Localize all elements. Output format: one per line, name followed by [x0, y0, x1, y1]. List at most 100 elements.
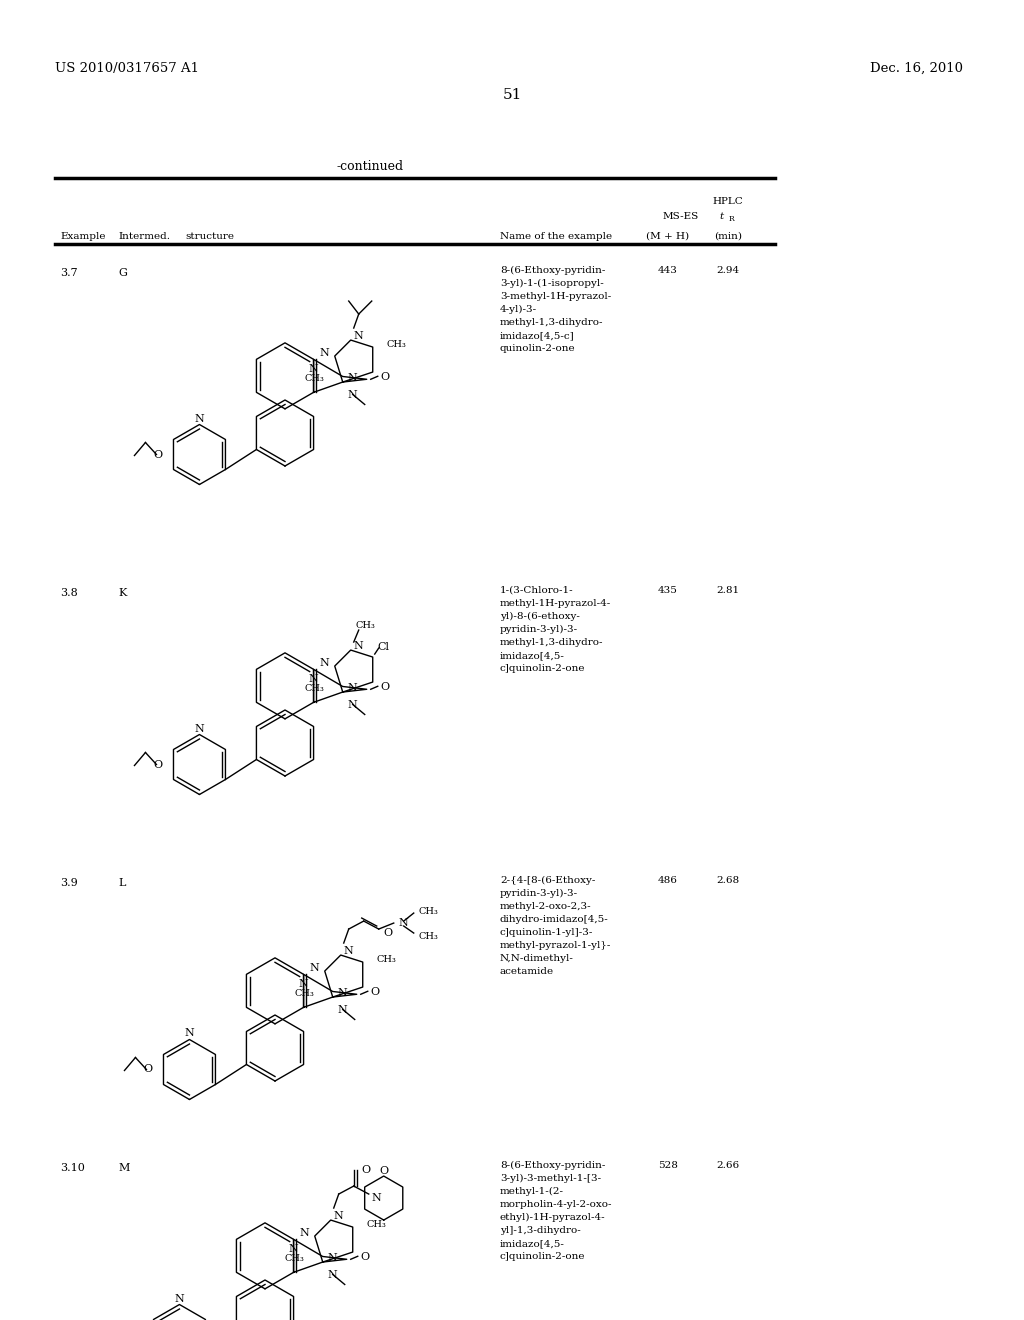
Text: R: R	[729, 215, 735, 223]
Text: O: O	[154, 450, 163, 459]
Text: N: N	[308, 364, 318, 375]
Text: c]quinolin-2-one: c]quinolin-2-one	[500, 664, 586, 673]
Text: c]quinolin-1-yl]-3-: c]quinolin-1-yl]-3-	[500, 928, 593, 937]
Text: 3-yl)-3-methyl-1-[3-: 3-yl)-3-methyl-1-[3-	[500, 1173, 601, 1183]
Text: N: N	[334, 1210, 343, 1221]
Text: L: L	[118, 878, 125, 888]
Text: N: N	[289, 1245, 298, 1254]
Text: 435: 435	[658, 586, 678, 595]
Text: methyl-1-(2-: methyl-1-(2-	[500, 1187, 564, 1196]
Text: Dec. 16, 2010: Dec. 16, 2010	[870, 62, 963, 75]
Text: O: O	[381, 372, 390, 383]
Text: N: N	[328, 1254, 338, 1263]
Text: O: O	[360, 1253, 370, 1262]
Text: (min): (min)	[714, 232, 742, 242]
Text: imidazo[4,5-: imidazo[4,5-	[500, 651, 565, 660]
Text: N: N	[348, 374, 357, 384]
Text: N: N	[344, 946, 353, 956]
Text: (M + H): (M + H)	[646, 232, 689, 242]
Text: pyridin-3-yl)-3-: pyridin-3-yl)-3-	[500, 888, 579, 898]
Text: 2-{4-[8-(6-Ethoxy-: 2-{4-[8-(6-Ethoxy-	[500, 876, 595, 886]
Text: M: M	[118, 1163, 129, 1173]
Text: 51: 51	[503, 88, 521, 102]
Text: HPLC: HPLC	[713, 197, 743, 206]
Text: Name of the example: Name of the example	[500, 232, 612, 242]
Text: 2.68: 2.68	[717, 876, 739, 884]
Text: CH₃: CH₃	[305, 374, 325, 383]
Text: N: N	[398, 917, 409, 928]
Text: CH₃: CH₃	[367, 1220, 387, 1229]
Text: methyl-1H-pyrazol-4-: methyl-1H-pyrazol-4-	[500, 599, 611, 609]
Text: MS-ES: MS-ES	[663, 213, 699, 220]
Text: N: N	[372, 1193, 382, 1203]
Text: pyridin-3-yl)-3-: pyridin-3-yl)-3-	[500, 624, 579, 634]
Text: methyl-2-oxo-2,3-: methyl-2-oxo-2,3-	[500, 902, 592, 911]
Text: 4-yl)-3-: 4-yl)-3-	[500, 305, 538, 314]
Text: CH₃: CH₃	[377, 954, 396, 964]
Text: N,N-dimethyl-: N,N-dimethyl-	[500, 954, 573, 964]
Text: 3.7: 3.7	[60, 268, 78, 279]
Text: N: N	[299, 979, 308, 990]
Text: structure: structure	[185, 232, 234, 242]
Text: N: N	[319, 659, 329, 668]
Text: CH₃: CH₃	[305, 684, 325, 693]
Text: methyl-1,3-dihydro-: methyl-1,3-dihydro-	[500, 638, 603, 647]
Text: N: N	[353, 642, 364, 651]
Text: K: K	[118, 587, 126, 598]
Text: N: N	[328, 1270, 338, 1280]
Text: quinolin-2-one: quinolin-2-one	[500, 345, 575, 352]
Text: US 2010/0317657 A1: US 2010/0317657 A1	[55, 62, 199, 75]
Text: -continued: -continued	[337, 160, 403, 173]
Text: 8-(6-Ethoxy-pyridin-: 8-(6-Ethoxy-pyridin-	[500, 267, 605, 275]
Text: Example: Example	[60, 232, 105, 242]
Text: CH₃: CH₃	[387, 339, 407, 348]
Text: CH₃: CH₃	[285, 1254, 305, 1262]
Text: 2.66: 2.66	[717, 1162, 739, 1170]
Text: N: N	[195, 723, 205, 734]
Text: N: N	[338, 1006, 347, 1015]
Text: methyl-1,3-dihydro-: methyl-1,3-dihydro-	[500, 318, 603, 327]
Text: 3.8: 3.8	[60, 587, 78, 598]
Text: N: N	[308, 675, 318, 684]
Text: 486: 486	[658, 876, 678, 884]
Text: 528: 528	[658, 1162, 678, 1170]
Text: N: N	[299, 1228, 308, 1238]
Text: N: N	[353, 331, 364, 341]
Text: 3-yl)-1-(1-isopropyl-: 3-yl)-1-(1-isopropyl-	[500, 279, 604, 288]
Text: imidazo[4,5-c]: imidazo[4,5-c]	[500, 331, 574, 341]
Text: yl]-1,3-dihydro-: yl]-1,3-dihydro-	[500, 1226, 581, 1236]
Text: 2.81: 2.81	[717, 586, 739, 595]
Text: ethyl)-1H-pyrazol-4-: ethyl)-1H-pyrazol-4-	[500, 1213, 605, 1222]
Text: N: N	[348, 701, 357, 710]
Text: 1-(3-Chloro-1-: 1-(3-Chloro-1-	[500, 586, 573, 595]
Text: 2.94: 2.94	[717, 267, 739, 275]
Text: dihydro-imidazo[4,5-: dihydro-imidazo[4,5-	[500, 915, 608, 924]
Text: 3.10: 3.10	[60, 1163, 85, 1173]
Text: O: O	[379, 1166, 388, 1176]
Text: O: O	[154, 759, 163, 770]
Text: O: O	[143, 1064, 153, 1074]
Text: methyl-pyrazol-1-yl}-: methyl-pyrazol-1-yl}-	[500, 941, 611, 950]
Text: O: O	[371, 987, 380, 998]
Text: G: G	[118, 268, 127, 279]
Text: N: N	[174, 1294, 184, 1304]
Text: 443: 443	[658, 267, 678, 275]
Text: 3-methyl-1H-pyrazol-: 3-methyl-1H-pyrazol-	[500, 292, 611, 301]
Text: yl)-8-(6-ethoxy-: yl)-8-(6-ethoxy-	[500, 612, 580, 622]
Text: CH₃: CH₃	[355, 620, 376, 630]
Text: N: N	[184, 1028, 195, 1039]
Text: 8-(6-Ethoxy-pyridin-: 8-(6-Ethoxy-pyridin-	[500, 1162, 605, 1170]
Text: 3.9: 3.9	[60, 878, 78, 888]
Text: N: N	[338, 989, 347, 998]
Text: t: t	[720, 213, 724, 220]
Text: N: N	[319, 348, 329, 358]
Text: Intermed.: Intermed.	[118, 232, 170, 242]
Text: acetamide: acetamide	[500, 968, 554, 975]
Text: CH₃: CH₃	[295, 989, 314, 998]
Text: CH₃: CH₃	[419, 932, 438, 941]
Text: O: O	[384, 928, 393, 939]
Text: CH₃: CH₃	[419, 907, 438, 916]
Text: N: N	[348, 391, 357, 400]
Text: O: O	[381, 682, 390, 692]
Text: c]quinolin-2-one: c]quinolin-2-one	[500, 1251, 586, 1261]
